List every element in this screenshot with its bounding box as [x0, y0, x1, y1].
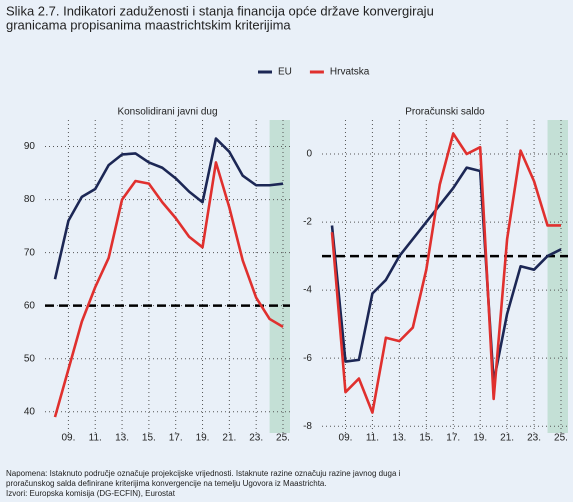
x-tick-label: 21. — [500, 433, 514, 444]
x-tick-label: 11. — [366, 433, 379, 444]
x-tick-label: 09. — [61, 433, 75, 444]
title-line: granicama propisanima maastrichtskim kri… — [6, 17, 291, 32]
y-tick-label: -4 — [303, 285, 312, 296]
note-line: Napomena: Istaknuto područje označuje pr… — [6, 469, 401, 478]
panel-title: Proračunski saldo — [405, 107, 485, 118]
y-tick-label: -8 — [303, 421, 312, 432]
series-line — [330, 132, 561, 414]
projection-band — [547, 120, 568, 433]
x-tick-label: 21. — [222, 433, 236, 444]
y-tick-label: -2 — [303, 217, 312, 228]
x-tick-label: 17. — [169, 433, 183, 444]
x-tick-label: 19. — [196, 433, 210, 444]
y-tick-label: 50 — [24, 353, 36, 364]
note-line: proračunskog salda definirane kriterijim… — [6, 479, 327, 488]
x-tick-label: 15. — [419, 433, 433, 444]
x-tick-label: 19. — [473, 433, 487, 444]
legend-label: EU — [278, 67, 292, 78]
projection-band — [269, 120, 290, 433]
panel-title: Konsolidirani javni dug — [117, 107, 217, 118]
y-tick-label: 90 — [24, 141, 36, 152]
series-line — [53, 161, 284, 418]
x-tick-label: 17. — [446, 433, 460, 444]
x-tick-label: 23. — [249, 433, 263, 444]
x-tick-label: 25. — [276, 433, 290, 444]
x-tick-label: 11. — [89, 433, 102, 444]
legend-label: Hrvatska — [330, 67, 370, 78]
x-tick-label: 15. — [142, 433, 156, 444]
y-tick-label: 0 — [306, 149, 312, 160]
y-tick-label: -6 — [303, 353, 312, 364]
x-tick-label: 09. — [339, 433, 353, 444]
x-tick-label: 23. — [527, 433, 541, 444]
x-tick-label: 13. — [115, 433, 129, 444]
series-line — [330, 166, 562, 384]
y-tick-label: 60 — [24, 300, 36, 311]
x-tick-label: 25. — [554, 433, 568, 444]
note-line: Izvori: Europska komisija (DG-ECFIN), Eu… — [6, 489, 176, 498]
x-tick-label: 13. — [392, 433, 406, 444]
y-tick-label: 80 — [24, 194, 36, 205]
y-tick-label: 70 — [24, 247, 36, 258]
series-line — [53, 137, 284, 280]
y-tick-label: 40 — [24, 406, 36, 417]
title-line: Slika 2.7. Indikatori zaduženosti i stan… — [6, 3, 434, 18]
